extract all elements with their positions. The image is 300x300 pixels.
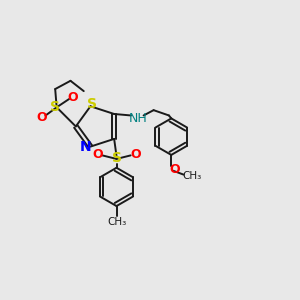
Text: CH₃: CH₃ bbox=[182, 171, 202, 181]
Text: O: O bbox=[92, 148, 103, 161]
Text: O: O bbox=[67, 92, 78, 104]
Text: NH: NH bbox=[128, 112, 147, 125]
Text: O: O bbox=[36, 110, 47, 124]
Text: O: O bbox=[169, 163, 180, 176]
Text: S: S bbox=[87, 97, 97, 111]
Text: S: S bbox=[50, 100, 60, 114]
Text: S: S bbox=[112, 151, 122, 165]
Text: N: N bbox=[79, 140, 91, 154]
Text: O: O bbox=[130, 148, 141, 161]
Text: CH₃: CH₃ bbox=[107, 217, 126, 227]
